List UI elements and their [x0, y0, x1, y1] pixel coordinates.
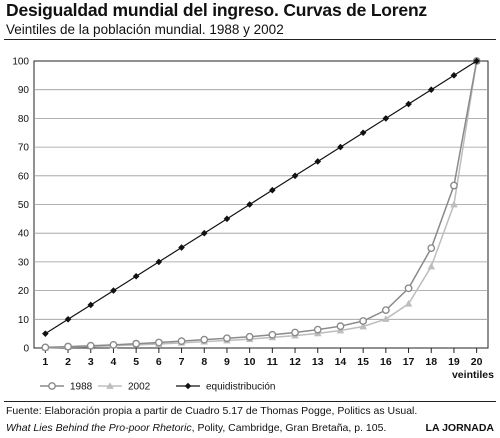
- data-point: [382, 315, 390, 322]
- data-point: [223, 334, 231, 343]
- data-point: [200, 229, 208, 237]
- y-tick-label: 10: [18, 315, 30, 326]
- data-point: [64, 342, 72, 351]
- data-point: [427, 86, 435, 93]
- data-point: [291, 328, 299, 337]
- y-tick-label: 50: [18, 200, 30, 211]
- data-point: [382, 115, 390, 122]
- data-point: [154, 338, 163, 347]
- x-tick-label: 20: [471, 356, 483, 368]
- data-point: [246, 201, 253, 208]
- data-point: [200, 335, 209, 344]
- data-point: [110, 287, 117, 294]
- data-point: [291, 172, 299, 180]
- x-tick-label: 18: [425, 356, 437, 368]
- y-tick-label: 60: [18, 171, 30, 182]
- x-tick-label: 3: [88, 356, 94, 368]
- x-tick-label: 6: [156, 356, 162, 368]
- series-line: [45, 60, 477, 335]
- data-point: [223, 215, 231, 223]
- data-point: [64, 316, 72, 323]
- y-tick-label: 70: [18, 143, 30, 154]
- data-point: [427, 244, 436, 253]
- x-tick-label: 5: [133, 356, 139, 368]
- x-tick-label: 15: [357, 356, 369, 368]
- y-tick-label: 30: [18, 257, 30, 268]
- data-point: [132, 339, 141, 348]
- data-point: [381, 306, 390, 315]
- data-point: [337, 143, 344, 151]
- bottom-divider: [4, 401, 496, 402]
- y-tick-label: 80: [18, 114, 30, 125]
- data-point: [404, 300, 413, 307]
- data-point: [336, 322, 345, 331]
- data-point: [178, 244, 185, 251]
- source-note-line1: Fuente: Elaboración propia a partir de C…: [6, 405, 418, 417]
- data-point: [177, 337, 186, 346]
- legend-label: 2002: [128, 382, 151, 393]
- series-1988: [41, 57, 481, 352]
- x-tick-label: 4: [111, 356, 117, 368]
- y-tick-label: 20: [18, 286, 30, 297]
- source-book-title: What Lies Behind the Pro-poor Rhetoric: [6, 422, 192, 434]
- data-point: [427, 262, 436, 270]
- data-point: [404, 284, 413, 293]
- data-point: [314, 158, 322, 165]
- data-point: [359, 129, 367, 137]
- x-tick-label: 11: [267, 356, 278, 368]
- x-tick-label: 13: [312, 356, 324, 368]
- x-tick-label: 9: [224, 356, 230, 368]
- series-2002: [41, 57, 481, 351]
- x-axis-title: veintiles: [452, 369, 494, 381]
- source-publisher: , Polity, Cambridge, Gran Bretaña, p. 10…: [191, 422, 387, 434]
- legend-label: 1988: [70, 382, 93, 393]
- data-point: [359, 317, 368, 325]
- y-tick-label: 0: [23, 344, 29, 355]
- data-point: [132, 272, 140, 280]
- x-tick-label: 17: [403, 356, 415, 368]
- chart-title: Desigualdad mundial del ingreso. Curvas …: [6, 0, 427, 20]
- legend-item: 2002: [98, 382, 151, 393]
- data-point: [109, 340, 118, 349]
- data-point: [41, 343, 50, 352]
- data-point: [473, 57, 480, 65]
- legend-swatch-marker: [106, 382, 114, 389]
- y-tick-label: 90: [18, 85, 30, 96]
- data-point: [450, 200, 458, 208]
- legend-label: equidistribución: [206, 382, 276, 393]
- y-tick-label: 40: [18, 229, 30, 240]
- y-tick-label: 100: [12, 57, 29, 68]
- x-tick-label: 8: [201, 356, 207, 368]
- data-point: [87, 301, 95, 309]
- x-tick-label: 7: [179, 356, 185, 368]
- legend-swatch-marker: [48, 382, 56, 390]
- data-point: [269, 186, 276, 194]
- data-point: [313, 325, 322, 334]
- x-tick-label: 10: [244, 356, 256, 368]
- x-tick-label: 14: [335, 356, 347, 368]
- source-note-line2: What Lies Behind the Pro-poor Rhetoric, …: [6, 422, 386, 434]
- x-tick-label: 2: [65, 356, 71, 368]
- legend-swatch-marker: [184, 382, 192, 390]
- data-point: [155, 258, 163, 266]
- x-tick-label: 19: [448, 356, 460, 368]
- brand-logo-text: LA JORNADA: [425, 422, 494, 434]
- data-point: [405, 100, 412, 108]
- data-point: [268, 330, 277, 339]
- series-equidistribucion: [42, 57, 480, 337]
- legend-item: 1988: [40, 382, 93, 393]
- x-tick-label: 1: [42, 356, 48, 368]
- data-point: [359, 322, 367, 330]
- legend-item: equidistribución: [176, 382, 276, 393]
- x-tick-label: 12: [289, 356, 301, 368]
- data-point: [42, 330, 49, 337]
- top-divider: [4, 39, 496, 40]
- data-point: [450, 72, 458, 79]
- chart-subtitle: Veintiles de la población mundial. 1988 …: [6, 22, 284, 37]
- data-point: [245, 332, 254, 341]
- x-tick-label: 16: [380, 356, 392, 368]
- data-point: [450, 181, 458, 190]
- data-point: [86, 341, 95, 350]
